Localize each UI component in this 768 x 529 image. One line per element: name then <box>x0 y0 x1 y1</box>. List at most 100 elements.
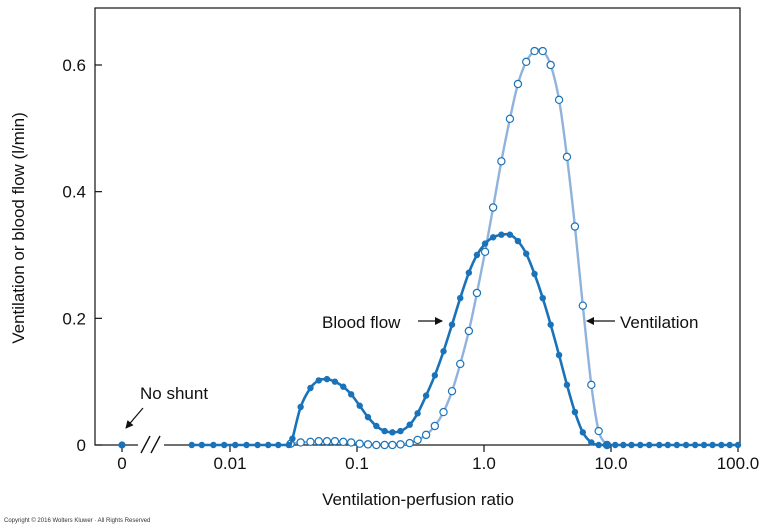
data-point <box>348 439 355 446</box>
data-point <box>332 378 338 384</box>
data-point <box>547 61 554 68</box>
data-point <box>674 442 680 448</box>
data-point <box>356 403 362 409</box>
data-point <box>555 96 562 103</box>
data-point <box>289 435 295 441</box>
data-point <box>701 442 707 448</box>
data-point <box>432 372 438 378</box>
data-point <box>490 204 497 211</box>
data-point <box>422 431 429 438</box>
data-point <box>397 428 403 434</box>
series-blood-flow <box>189 232 742 449</box>
data-point <box>397 441 404 448</box>
y-axis-title: Ventilation or blood flow (l/min) <box>9 112 28 344</box>
data-point <box>364 441 371 448</box>
data-point <box>297 404 303 410</box>
annotation-no-shunt-arrow <box>126 408 143 428</box>
data-point <box>414 410 420 416</box>
data-point <box>572 409 578 415</box>
data-point <box>389 441 396 448</box>
series-line <box>192 234 738 445</box>
data-point <box>323 438 330 445</box>
series-layer <box>118 47 741 448</box>
data-point <box>465 327 472 334</box>
data-point <box>556 352 562 358</box>
data-point <box>506 115 513 122</box>
x-tick-label: 100.0 <box>717 454 760 473</box>
y-tick-label: 0 <box>77 436 86 455</box>
data-point <box>307 438 314 445</box>
data-point <box>307 385 313 391</box>
data-point <box>612 442 618 448</box>
data-point <box>243 442 249 448</box>
data-point <box>356 440 363 447</box>
data-point <box>406 440 413 447</box>
x-tick-label: 10.0 <box>594 454 627 473</box>
data-point <box>407 422 413 428</box>
data-point <box>588 381 595 388</box>
data-point <box>189 442 195 448</box>
data-point <box>588 439 594 445</box>
data-point <box>275 442 281 448</box>
data-point <box>620 442 626 448</box>
data-point <box>457 360 464 367</box>
annotation-blood-flow: Blood flow <box>322 313 442 332</box>
data-point <box>628 442 634 448</box>
x-axis-title: Ventilation-perfusion ratio <box>322 490 514 509</box>
axis-break <box>138 436 164 454</box>
data-point <box>564 382 570 388</box>
data-point <box>457 295 463 301</box>
data-point <box>365 414 371 420</box>
plot-frame <box>95 8 740 445</box>
x-tick-label: 0.01 <box>213 454 246 473</box>
data-point <box>373 423 379 429</box>
data-point <box>381 428 387 434</box>
no-shunt-point <box>118 441 125 448</box>
data-point <box>221 442 227 448</box>
data-point <box>540 295 546 301</box>
data-point <box>571 223 578 230</box>
data-point <box>539 47 546 54</box>
data-point <box>324 376 330 382</box>
data-point <box>498 232 504 238</box>
series-ventilation <box>287 47 611 448</box>
data-point <box>340 384 346 390</box>
data-point <box>718 442 724 448</box>
data-point <box>595 442 601 448</box>
data-point <box>373 441 380 448</box>
data-point <box>490 234 496 240</box>
data-point <box>340 438 347 445</box>
data-point <box>474 252 480 258</box>
data-point <box>315 438 322 445</box>
data-point <box>637 442 643 448</box>
x-tick-label: 1.0 <box>472 454 496 473</box>
data-point <box>431 422 438 429</box>
chart: 0 0.01 0.1 1.0 10.0 100.0 00.20.40.6 Ventilat… <box>0 0 768 529</box>
data-point <box>210 442 216 448</box>
data-point <box>481 248 488 255</box>
x-tick-label: 0.1 <box>345 454 369 473</box>
data-point <box>563 153 570 160</box>
data-point <box>423 392 429 398</box>
data-point <box>665 442 671 448</box>
data-point <box>440 408 447 415</box>
annotation-ventilation: Ventilation <box>587 313 698 332</box>
data-point <box>604 442 610 448</box>
data-point <box>466 270 472 276</box>
data-point <box>531 47 538 54</box>
data-point <box>726 442 732 448</box>
data-point <box>440 348 446 354</box>
copyright-notice: Copyright © 2016 Wolters Kluwer · All Ri… <box>4 518 150 524</box>
data-point <box>331 438 338 445</box>
data-point <box>646 442 652 448</box>
data-point <box>297 439 304 446</box>
x-tick-label: 0 <box>117 454 126 473</box>
data-point <box>580 429 586 435</box>
data-point <box>523 58 530 65</box>
data-point <box>735 442 741 448</box>
annotation-blood-flow-label: Blood flow <box>322 313 401 332</box>
data-point <box>531 271 537 277</box>
data-point <box>473 289 480 296</box>
data-point <box>656 442 662 448</box>
data-point <box>683 442 689 448</box>
